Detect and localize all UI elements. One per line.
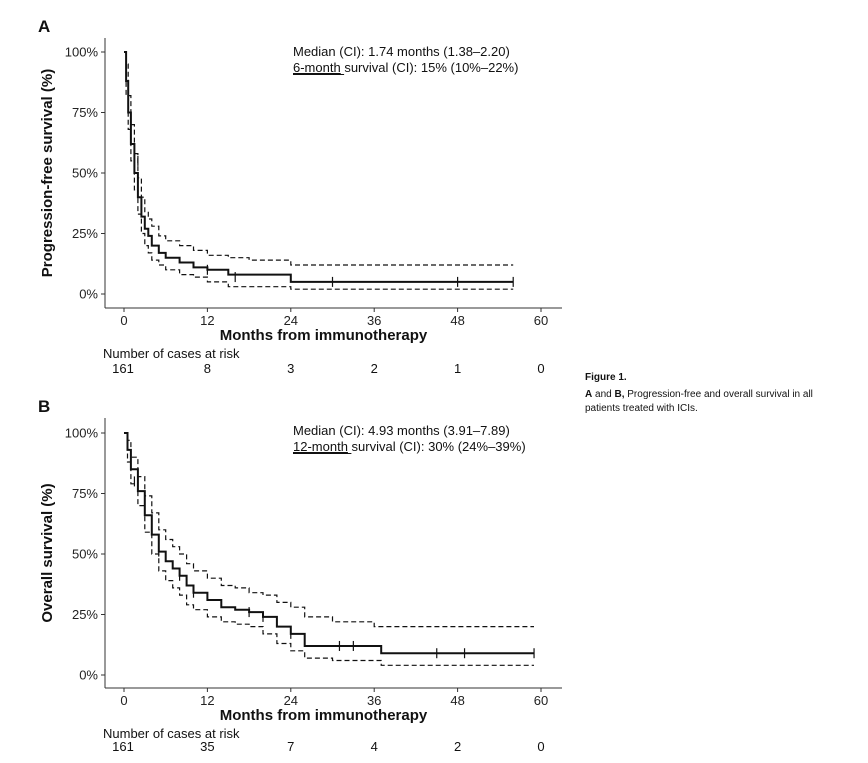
y-tick-label: 25%: [72, 607, 98, 622]
x-tick-label: 36: [367, 693, 381, 708]
annotation-rest: survival (CI): 30% (24%–39%): [348, 439, 526, 454]
annotation-rest: survival (CI): 15% (10%–22%): [341, 60, 519, 75]
x-tick-label: 48: [450, 313, 464, 328]
risk-count: 161: [112, 361, 134, 376]
x-tick-label: 60: [534, 313, 548, 328]
risk-count: 2: [454, 739, 461, 754]
confidence-band-line: [124, 432, 534, 666]
x-tick-label: 0: [120, 693, 127, 708]
panel-letter: B: [38, 397, 50, 416]
annotation-median: Median (CI): 1.74 months (1.38–2.20): [293, 44, 510, 59]
risk-count: 4: [371, 739, 378, 754]
risk-count: 3: [287, 361, 294, 376]
risk-count: 7: [287, 739, 294, 754]
caption-mid: and: [592, 389, 614, 400]
caption-line-1: A and B, Progression-free and overall su…: [585, 389, 813, 400]
confidence-band-line: [124, 51, 514, 266]
caption-line-2: patients treated with ICIs.: [585, 403, 698, 414]
risk-count: 35: [200, 739, 214, 754]
caption-bold-b: B,: [614, 389, 624, 400]
x-tick-label: 60: [534, 693, 548, 708]
risk-count: 0: [537, 361, 544, 376]
annotation-underlined: 6-month: [293, 60, 341, 75]
x-tick-label: 0: [120, 313, 127, 328]
confidence-band-line: [124, 432, 534, 628]
annotation-median: Median (CI): 4.93 months (3.91–7.89): [293, 423, 510, 438]
risk-count: 8: [204, 361, 211, 376]
confidence-band-line: [124, 51, 514, 290]
y-tick-label: 75%: [72, 486, 98, 501]
y-tick-label: 50%: [72, 166, 98, 181]
y-tick-label: 75%: [72, 105, 98, 120]
figure-caption: Figure 1. A and B, Progression-free and …: [585, 372, 813, 414]
risk-count: 0: [537, 739, 544, 754]
x-tick-label: 12: [200, 313, 214, 328]
risk-count: 1: [454, 361, 461, 376]
risk-count: 2: [371, 361, 378, 376]
risk-count: 161: [112, 739, 134, 754]
caption-title: Figure 1.: [585, 372, 627, 383]
panel-letter: A: [38, 17, 50, 36]
survival-curve: [124, 432, 534, 655]
x-tick-label: 12: [200, 693, 214, 708]
y-tick-label: 25%: [72, 226, 98, 241]
y-tick-label: 0%: [79, 668, 98, 683]
caption-bold-a: A: [585, 389, 592, 400]
x-axis-title: Months from immunotherapy: [220, 707, 428, 724]
x-tick-label: 24: [284, 313, 298, 328]
annotation-underlined: 12-month: [293, 439, 348, 454]
y-tick-label: 0%: [79, 287, 98, 302]
y-axis-title: Progression-free survival (%): [39, 69, 56, 277]
annotation-survival: 12-month survival (CI): 30% (24%–39%): [293, 439, 526, 454]
survival-curve: [124, 51, 514, 283]
risk-table-label: Number of cases at risk: [103, 726, 240, 741]
annotation-survival: 6-month survival (CI): 15% (10%–22%): [293, 60, 518, 75]
caption-rest: Progression-free and overall survival in…: [624, 389, 812, 400]
x-tick-label: 36: [367, 313, 381, 328]
x-tick-label: 24: [284, 693, 298, 708]
y-tick-label: 100%: [65, 426, 99, 441]
y-tick-label: 50%: [72, 547, 98, 562]
y-tick-label: 100%: [65, 45, 99, 60]
x-axis-title: Months from immunotherapy: [220, 327, 428, 344]
risk-table-label: Number of cases at risk: [103, 346, 240, 361]
y-axis-title: Overall survival (%): [39, 483, 56, 622]
x-tick-label: 48: [450, 693, 464, 708]
